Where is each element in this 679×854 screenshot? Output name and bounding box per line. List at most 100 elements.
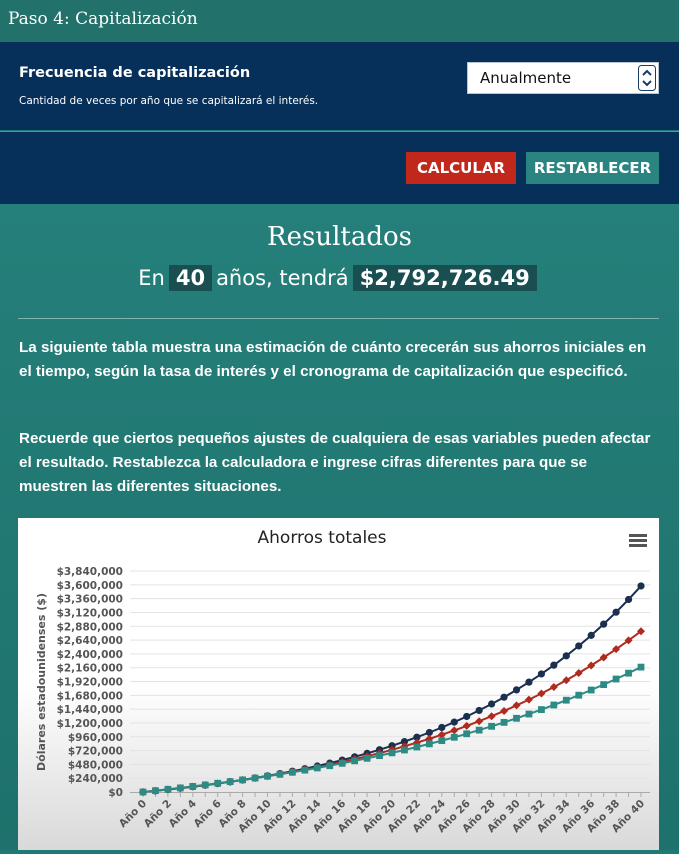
point — [624, 636, 633, 645]
y-tick-label: $1,200,000 — [57, 718, 123, 730]
point — [612, 675, 620, 683]
frequency-select[interactable]: Anualmente — [467, 62, 659, 94]
point — [176, 784, 184, 792]
point — [425, 734, 434, 743]
point — [587, 631, 595, 639]
y-tick-label: $1,440,000 — [57, 704, 123, 716]
point — [500, 693, 508, 701]
point — [550, 661, 558, 669]
point — [289, 768, 296, 776]
point — [637, 663, 645, 671]
point — [351, 757, 359, 765]
point — [525, 678, 533, 686]
point — [438, 737, 446, 745]
step-title: Paso 4: Capitalización — [8, 9, 198, 29]
point — [488, 700, 496, 708]
point — [239, 776, 246, 784]
point — [226, 778, 234, 786]
point — [313, 764, 321, 772]
y-tick-label: $1,680,000 — [57, 690, 123, 702]
point — [251, 774, 259, 782]
point — [587, 661, 596, 670]
point — [612, 645, 621, 654]
point — [463, 730, 471, 738]
y-tick-label: $2,880,000 — [57, 621, 123, 633]
point — [450, 726, 459, 735]
y-tick-label: $3,120,000 — [57, 607, 123, 619]
point — [487, 712, 496, 721]
y-tick-label: $2,400,000 — [57, 649, 123, 661]
point — [463, 712, 471, 721]
point — [400, 742, 409, 751]
y-tick-label: $0 — [108, 787, 123, 799]
point — [549, 682, 558, 691]
amount-box: $2,792,726.49 — [352, 265, 537, 291]
y-tick-label: $3,600,000 — [57, 580, 123, 592]
chart-container: Ahorros totales Dólares estadounidenses … — [18, 518, 659, 850]
point — [338, 759, 346, 767]
paragraph: La siguiente tabla muestra una estimació… — [19, 339, 647, 380]
point — [488, 722, 495, 730]
point — [562, 696, 570, 704]
series-line — [142, 585, 642, 793]
point — [164, 785, 172, 793]
point — [500, 718, 508, 726]
point — [537, 670, 546, 678]
y-axis-label: Dólares estadounidenses ($) — [35, 593, 48, 771]
point — [462, 721, 471, 730]
point — [388, 749, 396, 757]
point — [425, 728, 433, 737]
point — [201, 781, 209, 789]
point — [537, 689, 546, 698]
point — [475, 717, 484, 726]
point — [264, 772, 271, 780]
point — [425, 740, 433, 748]
frequency-label: Frecuencia de capitalización — [19, 65, 251, 81]
calculate-button[interactable]: CALCULAR — [406, 152, 516, 184]
frequency-panel: Frecuencia de capitalización Cantidad de… — [0, 42, 679, 130]
y-tick-label: $960,000 — [68, 732, 123, 744]
point — [475, 726, 483, 734]
button-row: CALCULAR RESTABLECER — [0, 131, 679, 204]
point — [637, 582, 645, 590]
point — [413, 733, 421, 741]
point — [152, 787, 159, 795]
point — [624, 595, 633, 604]
series — [139, 663, 645, 796]
point — [562, 676, 571, 685]
results-title: Resultados — [267, 222, 412, 252]
point — [600, 681, 608, 689]
point — [612, 608, 620, 616]
point — [600, 620, 608, 628]
menu-icon[interactable] — [629, 534, 647, 547]
point — [214, 779, 222, 787]
step-header: Paso 4: Capitalización — [0, 0, 679, 42]
frequency-help: Cantidad de veces por año que se capital… — [19, 95, 319, 107]
paragraph: Recuerde que ciertos pequeños ajustes de… — [19, 430, 651, 495]
point — [475, 706, 483, 715]
point — [189, 783, 197, 790]
y-tick-label: $3,840,000 — [57, 566, 123, 578]
y-tick-label: $720,000 — [68, 746, 123, 758]
summary-middle: años, tendrá — [216, 266, 349, 290]
point — [575, 642, 583, 650]
y-tick-label: $240,000 — [68, 773, 123, 785]
divider — [18, 318, 659, 319]
results-summary: En 40 años, tendrá $2,792,726.49 — [0, 265, 679, 291]
point — [450, 718, 458, 726]
point — [513, 714, 520, 722]
reset-button[interactable]: RESTABLECER — [526, 152, 659, 184]
point — [400, 738, 409, 746]
y-tick-label: $3,360,000 — [57, 594, 123, 606]
series-line — [142, 666, 642, 793]
years-box: 40 — [168, 265, 213, 291]
point — [625, 669, 632, 677]
point — [512, 701, 521, 710]
select-value: Anualmente — [480, 69, 572, 87]
chart-title: Ahorros totales — [258, 528, 387, 548]
point — [637, 627, 645, 636]
point — [524, 695, 533, 704]
point — [376, 752, 383, 760]
point — [512, 686, 521, 694]
